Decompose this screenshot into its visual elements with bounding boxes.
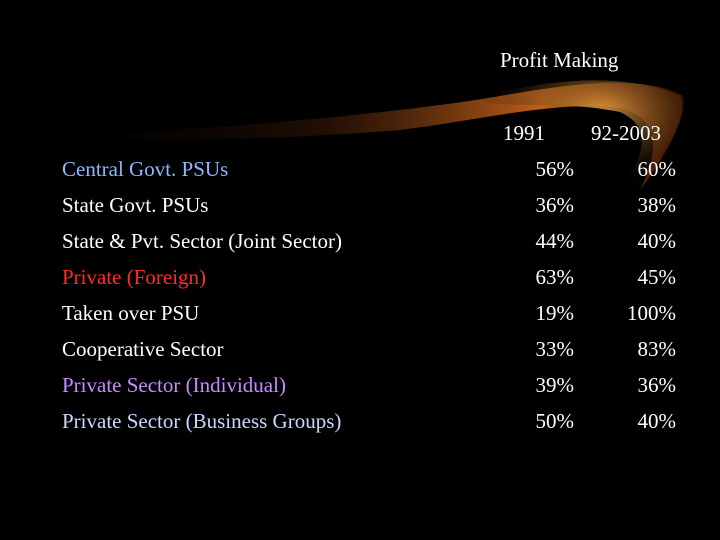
value-92-2003: 36% (637, 373, 677, 397)
value-1991: 39% (535, 373, 575, 397)
value-1991: 50% (535, 409, 575, 433)
table-row: Central Govt. PSUs 56% 60% (62, 157, 678, 191)
value-1991: 56% (535, 157, 575, 181)
table-row: Private Sector (Business Groups) 50% 40% (62, 409, 678, 443)
value-92-2003: 40% (637, 409, 677, 433)
row-label: Private Sector (Individual) (62, 373, 286, 397)
table-heading: Profit Making (500, 48, 619, 72)
row-label: State & Pvt. Sector (Joint Sector) (62, 229, 342, 253)
value-1991: 33% (535, 337, 575, 361)
value-1991: 63% (535, 265, 575, 289)
row-label: Private Sector (Business Groups) (62, 409, 342, 433)
value-92-2003: 40% (637, 229, 677, 253)
value-92-2003: 45% (637, 265, 677, 289)
value-1991: 44% (535, 229, 575, 253)
value-92-2003: 100% (627, 301, 676, 325)
value-1991: 36% (535, 193, 575, 217)
column-header-92-2003: 92-2003 (591, 121, 661, 145)
table-row: Taken over PSU 19% 100% (62, 301, 678, 335)
column-header-1991: 1991 (503, 121, 545, 145)
row-label: State Govt. PSUs (62, 193, 209, 217)
row-label: Cooperative Sector (62, 337, 224, 361)
value-92-2003: 38% (637, 193, 677, 217)
row-label: Private (Foreign) (62, 265, 207, 289)
row-label: Taken over PSU (62, 301, 200, 325)
value-92-2003: 83% (637, 337, 677, 361)
table-row: Cooperative Sector 33% 83% (62, 337, 678, 371)
table-row: State Govt. PSUs 36% 38% (62, 193, 678, 227)
value-92-2003: 60% (637, 157, 677, 181)
table-row: State & Pvt. Sector (Joint Sector) 44% 40% (62, 229, 678, 263)
table-row: Private (Foreign) 63% 45% (62, 265, 678, 299)
row-label: Central Govt. PSUs (62, 157, 229, 181)
value-1991: 19% (535, 301, 575, 325)
table-row: Private Sector (Individual) 39% 36% (62, 373, 678, 407)
